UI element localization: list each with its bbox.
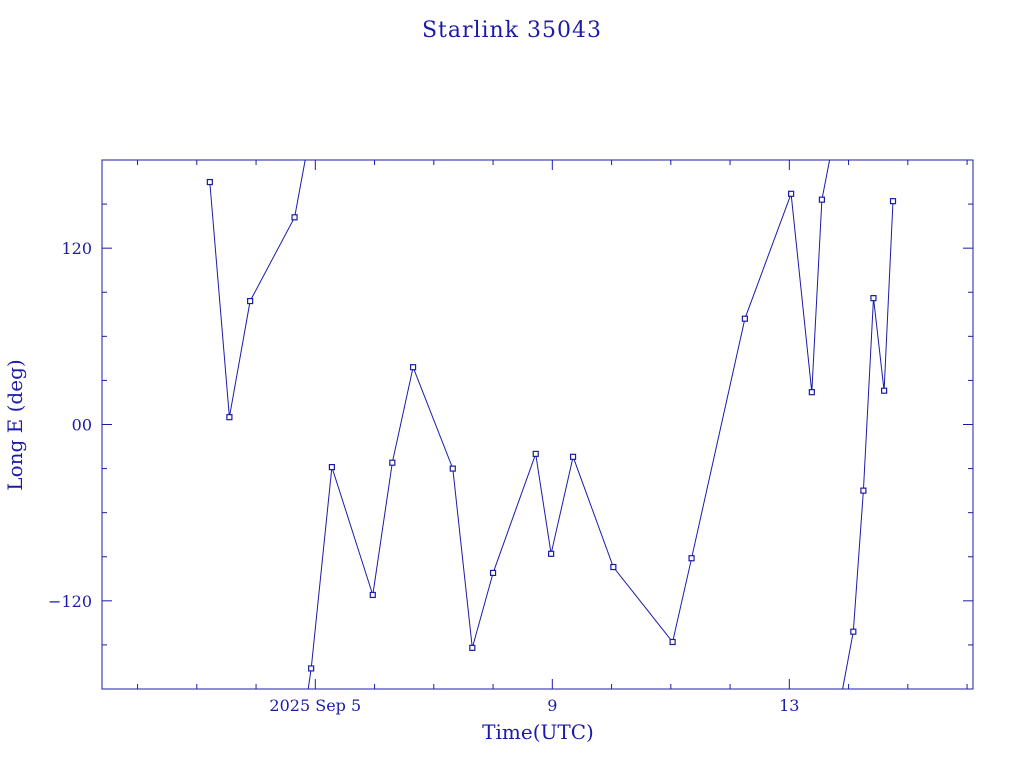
- x-tick-label: 2025 Sep 5: [269, 696, 361, 715]
- data-point: [787, 190, 795, 197]
- data-point: [870, 295, 877, 302]
- data-point: [548, 550, 555, 557]
- data-point: [818, 196, 826, 203]
- series-line: [307, 159, 831, 690]
- data-point: [860, 487, 867, 494]
- y-axis-title: Long E (deg): [3, 359, 27, 490]
- data-point: [469, 644, 476, 651]
- data-point: [291, 214, 298, 221]
- data-point: [889, 198, 897, 205]
- x-tick-label: 13: [779, 696, 799, 715]
- y-tick-label: 120: [61, 239, 92, 258]
- series-lines: [209, 159, 894, 690]
- data-point: [328, 464, 335, 471]
- plot-frame: [101, 159, 974, 690]
- data-point: [308, 665, 315, 672]
- data-point: [206, 178, 213, 186]
- data-point: [669, 638, 676, 646]
- data-point: [741, 315, 748, 322]
- series-line: [842, 201, 894, 690]
- data-point: [688, 555, 695, 562]
- data-point: [226, 414, 233, 421]
- x-tick-label: 9: [547, 696, 557, 715]
- data-point: [409, 364, 417, 371]
- data-point: [881, 387, 888, 394]
- chart-title: Starlink 35043: [422, 18, 602, 43]
- data-point: [247, 297, 254, 305]
- data-markers: [206, 178, 897, 672]
- data-point: [569, 453, 577, 460]
- data-point: [610, 563, 617, 571]
- y-tick-label: −120: [48, 592, 92, 611]
- data-point: [369, 591, 376, 599]
- data-point: [389, 459, 396, 466]
- x-axis-title: Time(UTC): [482, 720, 594, 744]
- data-point: [532, 450, 539, 457]
- tick-labels: 2025 Sep 5 9 13 120 00 −120: [48, 239, 799, 715]
- data-point: [808, 389, 815, 396]
- y-tick-label: 00: [72, 416, 92, 435]
- data-point: [449, 465, 456, 472]
- axis-ticks: [102, 160, 973, 689]
- data-point: [850, 628, 857, 635]
- data-point: [489, 569, 497, 577]
- series-line: [209, 159, 306, 418]
